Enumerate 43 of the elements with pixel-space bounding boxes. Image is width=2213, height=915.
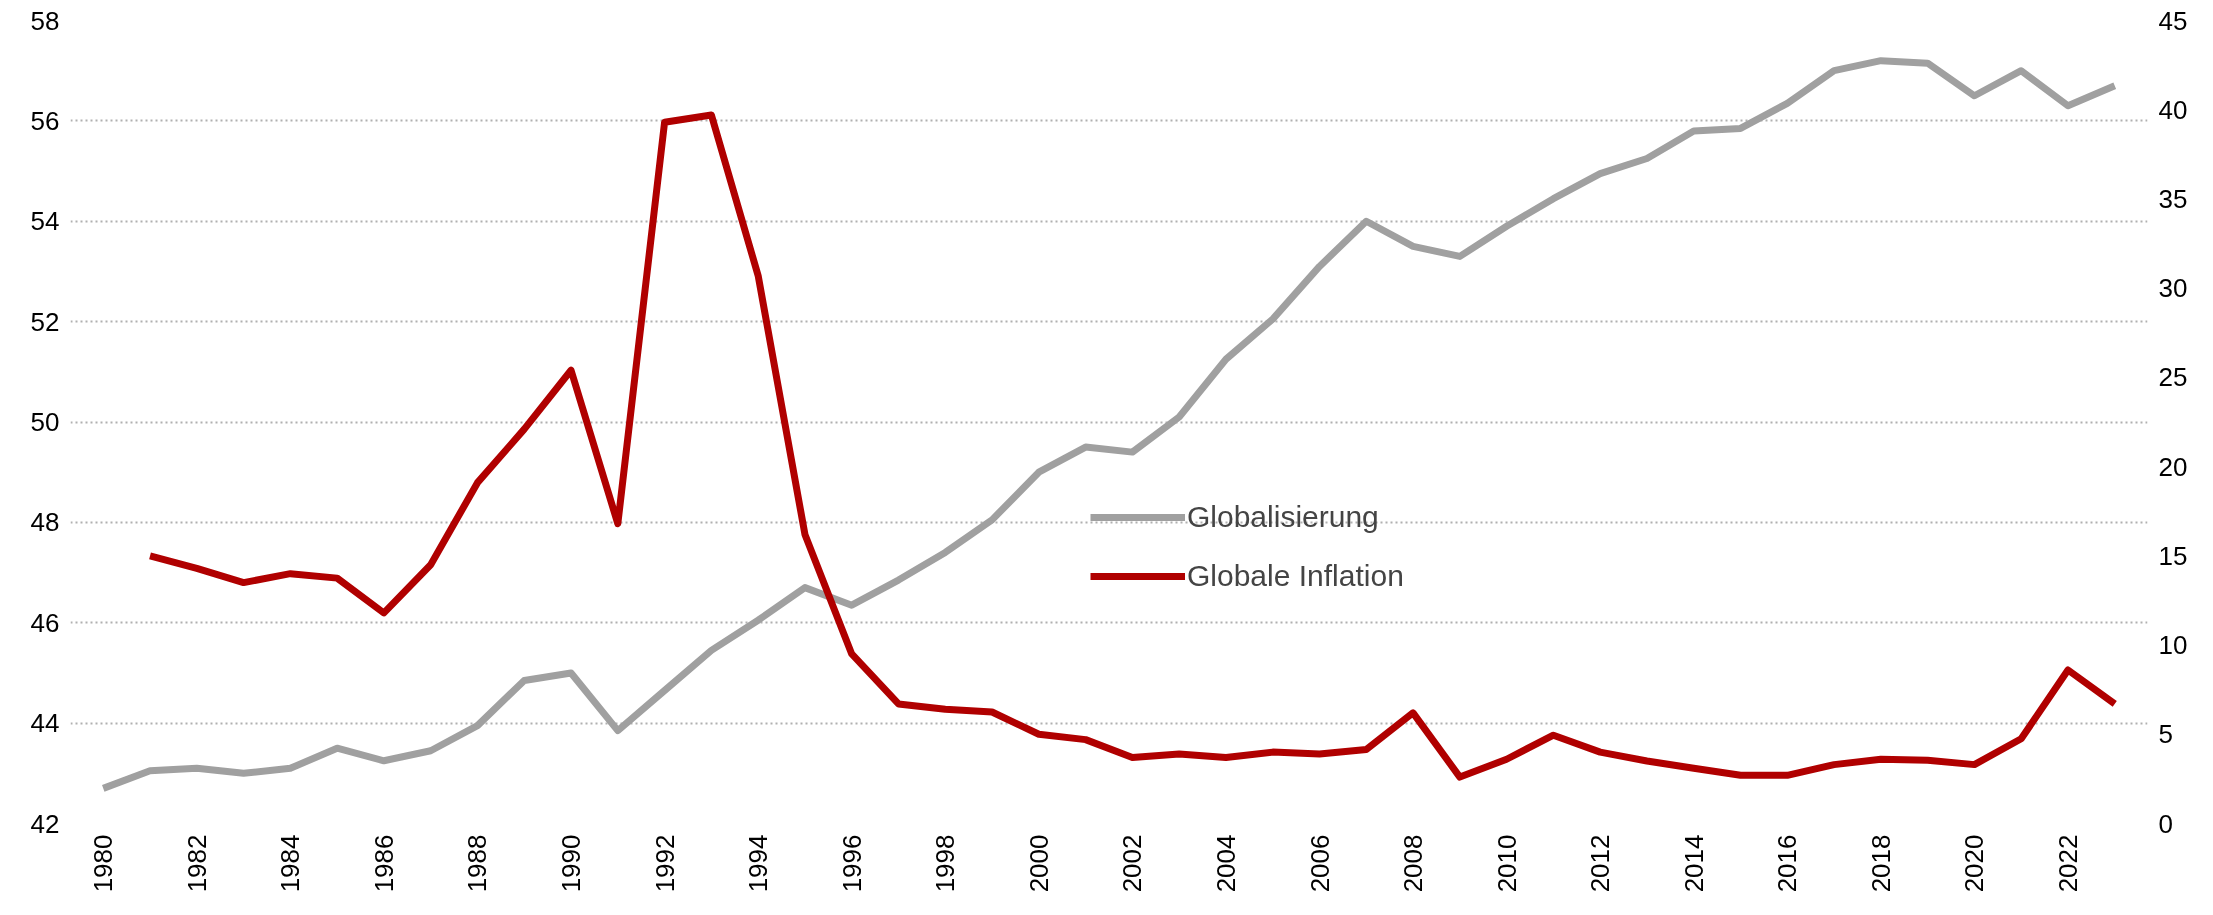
x-tick-label: 2006 bbox=[1304, 834, 1335, 893]
y2-tick-label: 15 bbox=[2158, 540, 2188, 571]
x-tick-label: 1990 bbox=[556, 834, 587, 893]
x-tick-label: 1996 bbox=[836, 834, 867, 893]
y-tick-label: 56 bbox=[30, 105, 60, 136]
x-tick-label: 1998 bbox=[930, 834, 961, 893]
y2-tick-label: 5 bbox=[2158, 719, 2173, 750]
x-tick-label: 1984 bbox=[275, 834, 306, 893]
y-tick-label: 54 bbox=[30, 206, 60, 237]
x-tick-label: 1982 bbox=[181, 834, 212, 893]
y2-tick-label: 0 bbox=[2158, 808, 2173, 839]
y-tick-label: 44 bbox=[30, 708, 60, 739]
x-tick-label: 2002 bbox=[1117, 834, 1148, 893]
y2-tick-label: 45 bbox=[2158, 5, 2188, 36]
x-tick-label: 1992 bbox=[649, 834, 680, 893]
legend-label: Globale Inflation bbox=[1187, 559, 1404, 593]
y-tick-label: 52 bbox=[30, 306, 60, 337]
legend-label: Globalisierung bbox=[1187, 500, 1379, 534]
y2-tick-label: 25 bbox=[2158, 362, 2188, 393]
y2-tick-label: 20 bbox=[2158, 451, 2188, 482]
x-tick-label: 2012 bbox=[1585, 834, 1616, 893]
y-tick-label: 58 bbox=[30, 5, 60, 36]
y2-tick-label: 35 bbox=[2158, 183, 2188, 214]
x-tick-label: 1986 bbox=[368, 834, 399, 893]
y-tick-label: 48 bbox=[30, 507, 60, 538]
y-tick-label: 50 bbox=[30, 407, 60, 437]
x-tick-label: 2008 bbox=[1398, 834, 1429, 893]
x-tick-label: 1994 bbox=[743, 834, 774, 893]
x-tick-label: 2020 bbox=[1959, 834, 1990, 893]
y2-tick-label: 10 bbox=[2158, 630, 2188, 661]
x-tick-label: 2022 bbox=[2052, 834, 2083, 893]
x-tick-label: 2016 bbox=[1772, 834, 1803, 893]
x-tick-label: 1988 bbox=[462, 834, 493, 893]
y2-tick-label: 40 bbox=[2158, 94, 2188, 125]
x-tick-label: 1980 bbox=[88, 834, 119, 893]
x-tick-label: 2004 bbox=[1210, 834, 1241, 893]
x-tick-label: 2018 bbox=[1865, 834, 1896, 893]
x-tick-label: 2010 bbox=[1491, 834, 1522, 893]
y-tick-label: 42 bbox=[30, 808, 60, 839]
x-tick-label: 2000 bbox=[1023, 834, 1054, 893]
y-tick-label: 46 bbox=[30, 607, 60, 638]
y2-tick-label: 30 bbox=[2158, 273, 2188, 304]
x-tick-label: 2014 bbox=[1678, 834, 1709, 893]
